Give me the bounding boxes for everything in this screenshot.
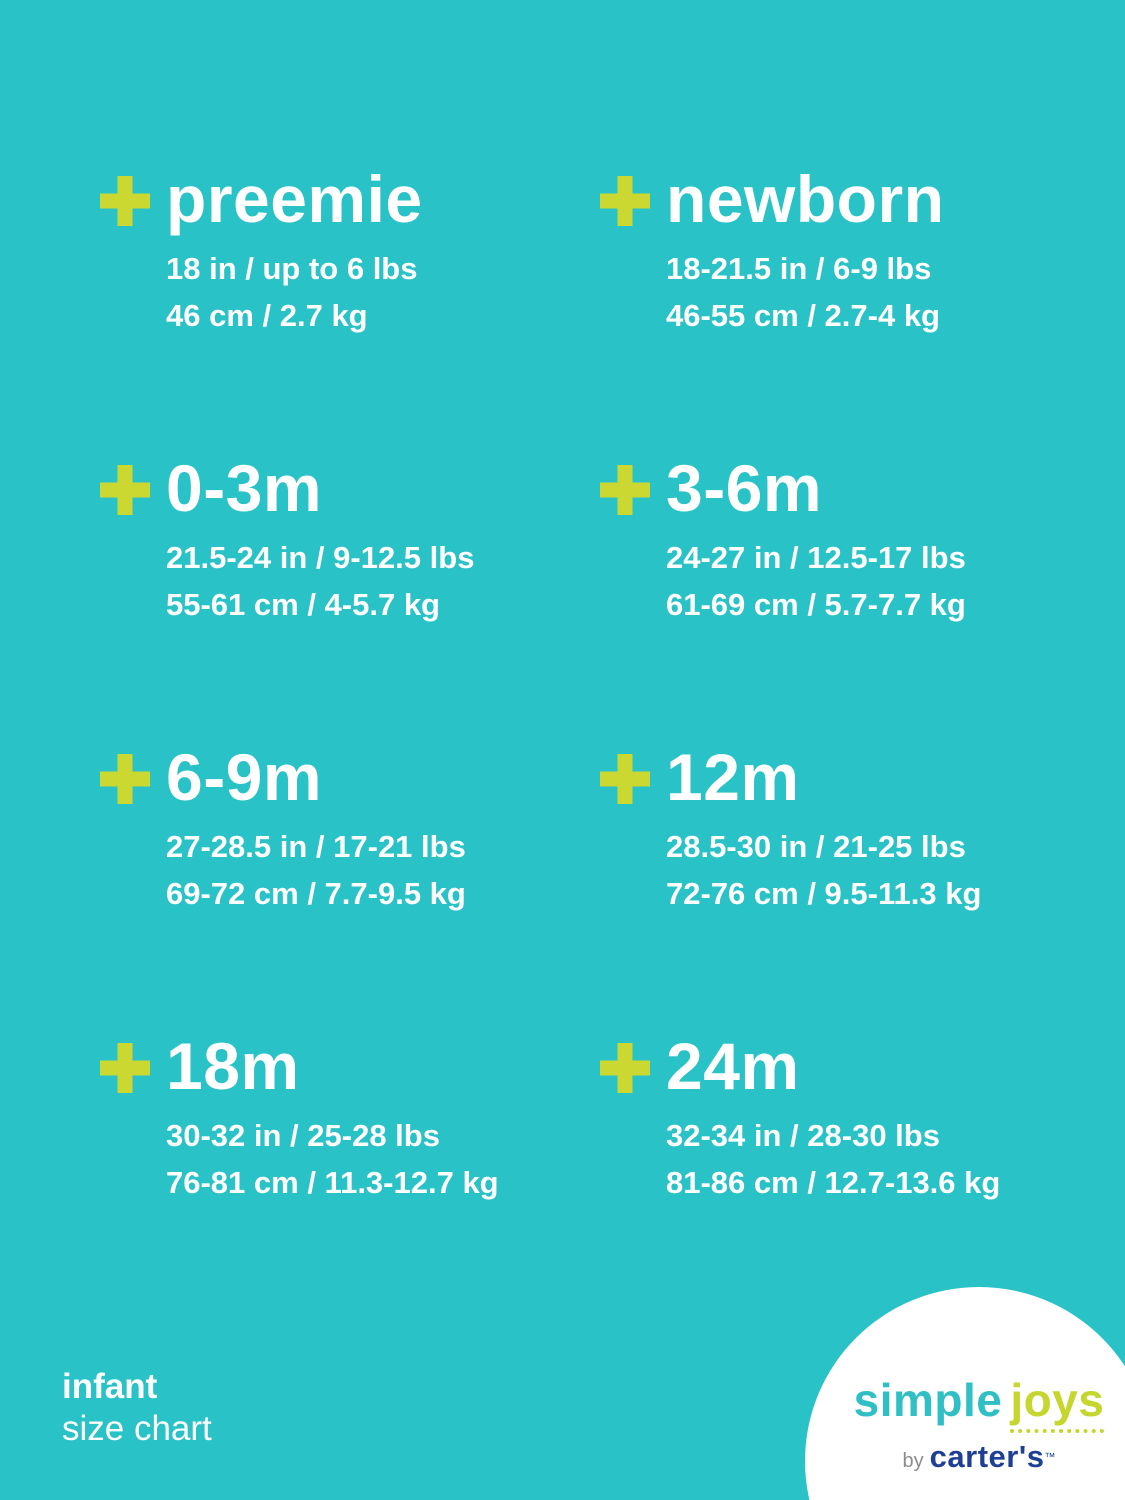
brand-logo-circle: simple joys by carter's™ — [805, 1287, 1125, 1500]
plus-icon — [600, 1043, 650, 1093]
size-imperial: 18 in / up to 6 lbs — [166, 251, 418, 286]
size-info: 3-6m 24-27 in / 12.5-17 lbs 61-69 cm / 5… — [666, 452, 966, 628]
size-cell-18m: 18m 30-32 in / 25-28 lbs 76-81 cm / 11.3… — [100, 1030, 600, 1319]
size-imperial: 21.5-24 in / 9-12.5 lbs — [166, 540, 475, 575]
size-metric: 81-86 cm / 12.7-13.6 kg — [666, 1165, 1001, 1200]
size-name: newborn — [666, 162, 945, 236]
trademark-symbol: ™ — [1044, 1451, 1056, 1464]
chart-type-label: size chart — [62, 1409, 212, 1448]
size-measures: 30-32 in / 25-28 lbs 76-81 cm / 11.3-12.… — [166, 1112, 499, 1206]
logo-by-text: by — [902, 1450, 924, 1472]
size-name: 6-9m — [166, 740, 323, 814]
size-info: 6-9m 27-28.5 in / 17-21 lbs 69-72 cm / 7… — [166, 741, 466, 917]
size-grid: preemie 18 in / up to 6 lbs 46 cm / 2.7 … — [100, 163, 1105, 1319]
plus-icon — [100, 754, 150, 804]
plus-icon — [100, 1043, 150, 1093]
size-info: 24m 32-34 in / 28-30 lbs 81-86 cm / 12.7… — [666, 1030, 1000, 1206]
size-measures: 21.5-24 in / 9-12.5 lbs 55-61 cm / 4-5.7… — [166, 534, 474, 628]
size-metric: 46-55 cm / 2.7-4 kg — [666, 298, 940, 333]
brand-logo-wordmark: simple joys — [805, 1374, 1125, 1433]
logo-carters-text: carter's — [929, 1439, 1045, 1474]
size-cell-12m: 12m 28.5-30 in / 21-25 lbs 72-76 cm / 9.… — [600, 741, 1105, 1030]
size-imperial: 27-28.5 in / 17-21 lbs — [166, 829, 466, 864]
size-info: 18m 30-32 in / 25-28 lbs 76-81 cm / 11.3… — [166, 1030, 499, 1206]
size-info: 0-3m 21.5-24 in / 9-12.5 lbs 55-61 cm / … — [166, 452, 474, 628]
size-cell-3-6m: 3-6m 24-27 in / 12.5-17 lbs 61-69 cm / 5… — [600, 452, 1105, 741]
size-cell-newborn: newborn 18-21.5 in / 6-9 lbs 46-55 cm / … — [600, 163, 1105, 452]
size-cell-6-9m: 6-9m 27-28.5 in / 17-21 lbs 69-72 cm / 7… — [100, 741, 600, 1030]
size-name: 12m — [666, 740, 800, 814]
size-info: newborn 18-21.5 in / 6-9 lbs 46-55 cm / … — [666, 163, 945, 339]
size-cell-0-3m: 0-3m 21.5-24 in / 9-12.5 lbs 55-61 cm / … — [100, 452, 600, 741]
size-name: 24m — [666, 1029, 800, 1103]
size-metric: 61-69 cm / 5.7-7.7 kg — [666, 587, 966, 622]
size-name: 18m — [166, 1029, 300, 1103]
logo-joys-text: joys — [1010, 1374, 1105, 1433]
footer: infant size chart — [62, 1366, 212, 1450]
size-info: 12m 28.5-30 in / 21-25 lbs 72-76 cm / 9.… — [666, 741, 981, 917]
size-imperial: 30-32 in / 25-28 lbs — [166, 1118, 440, 1153]
logo-simple-text: simple — [853, 1374, 1003, 1426]
size-name: 3-6m — [666, 451, 823, 525]
size-imperial: 18-21.5 in / 6-9 lbs — [666, 251, 932, 286]
size-measures: 32-34 in / 28-30 lbs 81-86 cm / 12.7-13.… — [666, 1112, 1000, 1206]
size-metric: 55-61 cm / 4-5.7 kg — [166, 587, 440, 622]
size-metric: 72-76 cm / 9.5-11.3 kg — [666, 876, 982, 911]
size-imperial: 24-27 in / 12.5-17 lbs — [666, 540, 966, 575]
size-metric: 69-72 cm / 7.7-9.5 kg — [166, 876, 466, 911]
size-info: preemie 18 in / up to 6 lbs 46 cm / 2.7 … — [166, 163, 423, 339]
plus-icon — [600, 465, 650, 515]
plus-icon — [100, 176, 150, 226]
size-measures: 18 in / up to 6 lbs 46 cm / 2.7 kg — [166, 245, 423, 339]
size-measures: 27-28.5 in / 17-21 lbs 69-72 cm / 7.7-9.… — [166, 823, 466, 917]
size-metric: 46 cm / 2.7 kg — [166, 298, 368, 333]
plus-icon — [100, 465, 150, 515]
size-imperial: 28.5-30 in / 21-25 lbs — [666, 829, 966, 864]
size-name: 0-3m — [166, 451, 323, 525]
chart-category-label: infant — [62, 1367, 158, 1406]
size-measures: 24-27 in / 12.5-17 lbs 61-69 cm / 5.7-7.… — [666, 534, 966, 628]
size-measures: 28.5-30 in / 21-25 lbs 72-76 cm / 9.5-11… — [666, 823, 981, 917]
size-cell-preemie: preemie 18 in / up to 6 lbs 46 cm / 2.7 … — [100, 163, 600, 452]
plus-icon — [600, 176, 650, 226]
size-name: preemie — [166, 162, 423, 236]
size-cell-24m: 24m 32-34 in / 28-30 lbs 81-86 cm / 12.7… — [600, 1030, 1105, 1319]
plus-icon — [600, 754, 650, 804]
size-metric: 76-81 cm / 11.3-12.7 kg — [166, 1165, 499, 1200]
size-measures: 18-21.5 in / 6-9 lbs 46-55 cm / 2.7-4 kg — [666, 245, 945, 339]
size-imperial: 32-34 in / 28-30 lbs — [666, 1118, 940, 1153]
brand-logo-byline: by carter's™ — [805, 1439, 1125, 1475]
